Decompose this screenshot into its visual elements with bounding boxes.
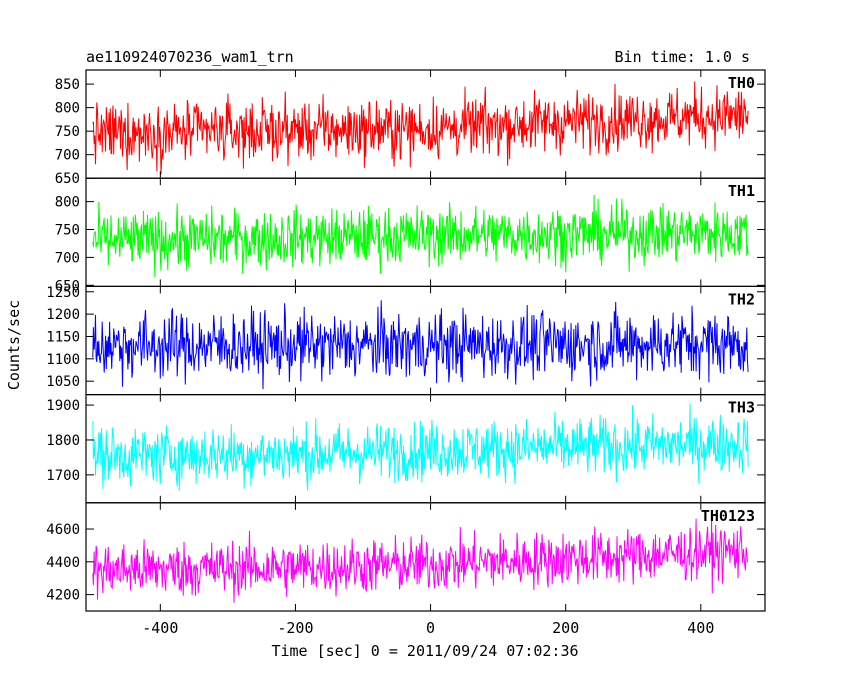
bin-time-label: Bin time: 1.0 s [615, 48, 750, 66]
y-tick-label: 1900 [46, 398, 80, 414]
x-tick-label: -200 [277, 619, 313, 637]
y-tick-label: 1150 [46, 329, 80, 345]
x-axis: -400 -200 0 200 400 [142, 619, 714, 637]
series-th2 [92, 300, 749, 390]
y-tick-label: 700 [55, 148, 80, 164]
panel-th0: 650 700 750 800 850 TH0 [55, 69, 766, 187]
y-tick-label: 650 [55, 278, 80, 294]
y-tick-label: 750 [55, 223, 80, 239]
series-th0 [92, 81, 749, 175]
panel-label: TH2 [728, 290, 755, 308]
y-tick-label: 700 [55, 250, 80, 266]
x-tick-label: -400 [142, 619, 178, 637]
y-tick-label: 1100 [46, 352, 80, 368]
y-tick-label: 1250 [46, 285, 80, 301]
y-tick-label: 4400 [46, 555, 80, 571]
series-th0123 [92, 518, 749, 603]
panel-th1: 650 700 750 800 TH1 [55, 177, 766, 294]
y-tick-label: 800 [55, 195, 80, 211]
panel-label: TH0 [728, 74, 755, 92]
x-tick-label: 200 [552, 619, 579, 637]
y-tick-label: 1050 [46, 374, 80, 390]
x-tick-label: 400 [687, 619, 714, 637]
y-tick-label: 1200 [46, 307, 80, 323]
y-tick-label: 850 [55, 77, 80, 93]
panel-th3: 1700 1800 1900 TH3 [46, 394, 766, 504]
y-tick-label: 1700 [46, 468, 80, 484]
panel-th0123: 4200 4400 4600 TH0123 [46, 502, 766, 612]
y-axis-label: Counts/sec [5, 300, 23, 390]
series-th3 [92, 403, 749, 491]
panels: 650 700 750 800 850 TH0 650 700 750 800 TH1 1050 110… [46, 69, 766, 612]
panel-label: TH3 [728, 399, 755, 417]
series-th1 [92, 194, 749, 278]
x-tick-label: 0 [426, 619, 435, 637]
y-tick-label: 800 [55, 101, 80, 117]
chart-title: ae110924070236_wam1_trn [86, 48, 294, 66]
y-tick-label: 4600 [46, 522, 80, 538]
y-tick-label: 750 [55, 124, 80, 140]
panel-label: TH1 [728, 182, 755, 200]
panel-th2: 1050 1100 1150 1200 1250 TH2 [46, 285, 766, 396]
panel-label: TH0123 [701, 507, 755, 525]
y-tick-label: 1800 [46, 433, 80, 449]
x-axis-label: Time [sec] 0 = 2011/09/24 07:02:36 [271, 642, 578, 660]
y-tick-label: 4200 [46, 588, 80, 604]
panel-frame [85, 502, 766, 612]
y-tick-label: 650 [55, 171, 80, 187]
